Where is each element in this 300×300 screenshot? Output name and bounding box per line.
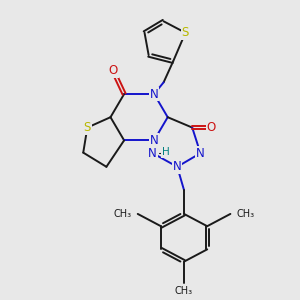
Text: O: O — [109, 64, 118, 77]
Text: CH₃: CH₃ — [236, 209, 254, 219]
Text: N: N — [150, 134, 158, 147]
Text: N: N — [148, 147, 157, 160]
Text: CH₃: CH₃ — [114, 209, 132, 219]
Text: S: S — [84, 121, 91, 134]
Text: S: S — [182, 26, 189, 39]
Text: N: N — [196, 147, 205, 160]
Text: O: O — [207, 121, 216, 134]
Text: H: H — [162, 147, 170, 157]
Text: N: N — [173, 160, 182, 173]
Text: N: N — [150, 88, 158, 100]
Text: CH₃: CH₃ — [175, 286, 193, 296]
